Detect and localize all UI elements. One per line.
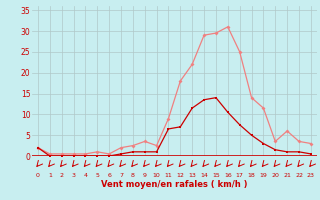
X-axis label: Vent moyen/en rafales ( km/h ): Vent moyen/en rafales ( km/h ) [101,180,248,189]
